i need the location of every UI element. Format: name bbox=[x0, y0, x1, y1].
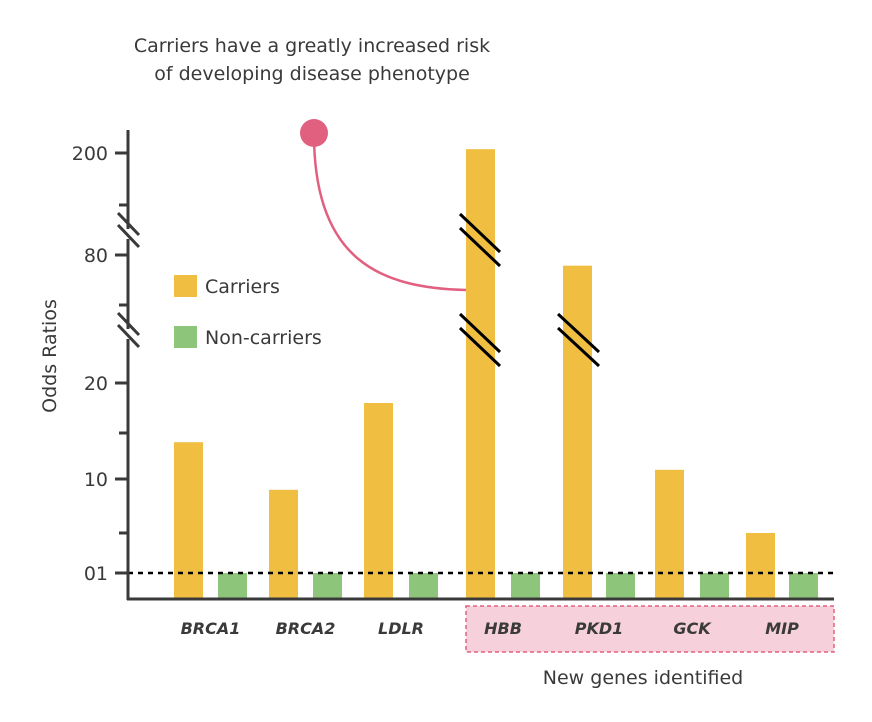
bar-break-hbb bbox=[458, 326, 502, 368]
annotation-line-2: of developing disease phenotype bbox=[154, 63, 470, 85]
axis-break-mark bbox=[116, 211, 141, 237]
annotation-line-1: Carriers have a greatly increased risk bbox=[134, 35, 490, 57]
bar-ldlr-non-carriers bbox=[409, 573, 438, 599]
bar-pkd1-non-carriers bbox=[606, 573, 635, 599]
y-axis-label: Odds Ratios bbox=[39, 299, 61, 413]
axis-break-mark bbox=[116, 223, 141, 249]
legend-swatch-carriers bbox=[174, 275, 197, 297]
legend-swatch-non-carriers bbox=[174, 326, 197, 348]
bar-mip-non-carriers bbox=[789, 573, 818, 599]
y-tick-label: 10 bbox=[84, 469, 108, 491]
y-tick-label: 20 bbox=[84, 373, 108, 395]
y-tick-label: 01 bbox=[84, 563, 108, 585]
new-genes-box bbox=[465, 605, 835, 653]
axis-break-mark bbox=[116, 311, 141, 337]
axis-break-mark bbox=[116, 323, 141, 349]
bar-break-pkd1 bbox=[556, 326, 601, 368]
bar-break-hbb bbox=[458, 226, 502, 268]
bar-break-pkd1 bbox=[556, 312, 601, 354]
legend-label-carriers: Carriers bbox=[205, 276, 280, 298]
y-tick-label: 200 bbox=[72, 143, 108, 165]
bar-gck-non-carriers bbox=[700, 573, 729, 599]
x-tick-label: PKD1 bbox=[575, 619, 624, 638]
bar-mip-carriers bbox=[746, 533, 775, 599]
bar-hbb-carriers bbox=[466, 149, 495, 599]
x-tick-label: BRCA2 bbox=[276, 619, 336, 638]
group-label: New genes identified bbox=[543, 667, 743, 689]
x-tick-label: GCK bbox=[673, 619, 712, 638]
legend-label-non-carriers: Non-carriers bbox=[205, 327, 322, 349]
annotation-connector bbox=[312, 133, 467, 292]
x-tick-label: HBB bbox=[484, 619, 522, 638]
x-tick-label: MIP bbox=[765, 619, 799, 638]
x-tick-label: BRCA1 bbox=[181, 619, 241, 638]
bar-pkd1-carriers bbox=[563, 265, 592, 599]
bar-hbb-non-carriers bbox=[511, 573, 540, 599]
y-tick-label: 80 bbox=[84, 245, 108, 267]
bar-ldlr-carriers bbox=[364, 403, 393, 599]
bar-brca2-carriers bbox=[269, 489, 298, 599]
bar-break-hbb bbox=[458, 312, 502, 354]
bar-brca2-non-carriers bbox=[313, 573, 342, 599]
bar-break-hbb bbox=[458, 212, 502, 254]
bar-gck-carriers bbox=[655, 469, 684, 599]
x-tick-label: LDLR bbox=[378, 619, 424, 638]
annotation-dot bbox=[300, 119, 328, 147]
bar-brca1-non-carriers bbox=[218, 573, 247, 599]
bar-brca1-carriers bbox=[174, 442, 203, 599]
